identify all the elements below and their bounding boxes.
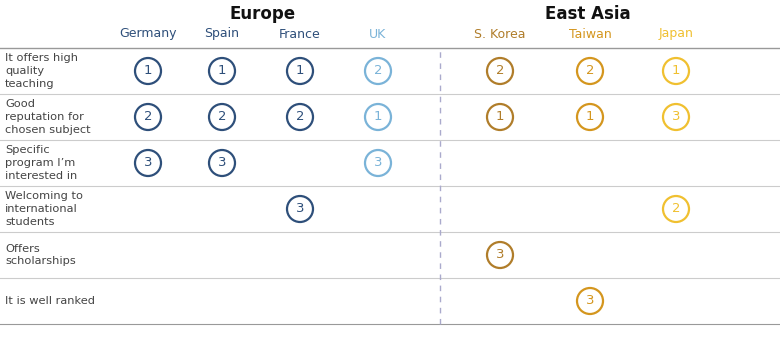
- Text: 2: 2: [496, 65, 504, 77]
- Text: 2: 2: [296, 110, 304, 124]
- Text: Germany: Germany: [119, 27, 177, 40]
- Text: Japan: Japan: [658, 27, 693, 40]
- Text: Welcoming to
international
students: Welcoming to international students: [5, 191, 83, 227]
- Text: 1: 1: [374, 110, 382, 124]
- Text: It offers high
quality
teaching: It offers high quality teaching: [5, 53, 78, 89]
- Text: 3: 3: [496, 248, 504, 262]
- Text: 1: 1: [586, 110, 594, 124]
- Text: 1: 1: [144, 65, 152, 77]
- Text: 3: 3: [218, 157, 226, 169]
- Text: 2: 2: [672, 202, 680, 215]
- Text: 3: 3: [672, 110, 680, 124]
- Text: East Asia: East Asia: [545, 5, 631, 23]
- Text: 1: 1: [218, 65, 226, 77]
- Text: 2: 2: [374, 65, 382, 77]
- Text: 1: 1: [296, 65, 304, 77]
- Text: Specific
program I’m
interested in: Specific program I’m interested in: [5, 145, 77, 181]
- Text: Spain: Spain: [204, 27, 239, 40]
- Text: UK: UK: [370, 27, 387, 40]
- Text: 1: 1: [672, 65, 680, 77]
- Text: 3: 3: [296, 202, 304, 215]
- Text: 2: 2: [218, 110, 226, 124]
- Text: Good
reputation for
chosen subject: Good reputation for chosen subject: [5, 99, 90, 135]
- Text: 3: 3: [374, 157, 382, 169]
- Text: S. Korea: S. Korea: [474, 27, 526, 40]
- Text: 3: 3: [144, 157, 152, 169]
- Text: 2: 2: [144, 110, 152, 124]
- Text: It is well ranked: It is well ranked: [5, 296, 95, 306]
- Text: 2: 2: [586, 65, 594, 77]
- Text: Offers
scholarships: Offers scholarships: [5, 244, 76, 266]
- Text: Taiwan: Taiwan: [569, 27, 612, 40]
- Text: 3: 3: [586, 295, 594, 307]
- Text: 1: 1: [496, 110, 504, 124]
- Text: France: France: [279, 27, 321, 40]
- Text: Europe: Europe: [230, 5, 296, 23]
